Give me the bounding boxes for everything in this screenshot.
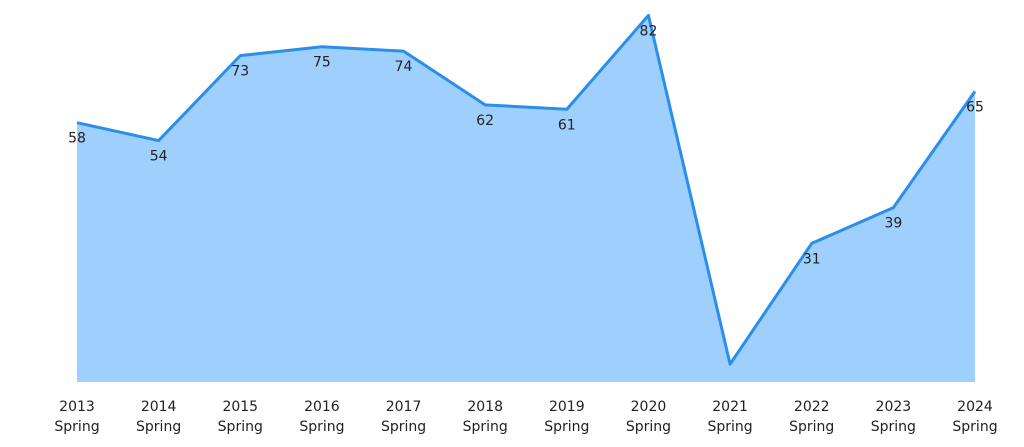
- x-tick-label: 2018: [467, 399, 503, 415]
- x-tick-label: 2017: [386, 399, 422, 415]
- x-tick-label: Spring: [381, 419, 426, 435]
- x-tick-label: Spring: [54, 419, 99, 435]
- x-tick-label: Spring: [136, 419, 181, 435]
- x-tick-label: 2014: [141, 399, 177, 415]
- data-label: 65: [966, 99, 984, 115]
- x-tick-label: Spring: [463, 419, 508, 435]
- data-label: 74: [395, 59, 413, 75]
- x-tick-label: Spring: [952, 419, 997, 435]
- x-tick-label: 2021: [712, 399, 748, 415]
- data-label: 58: [68, 131, 86, 147]
- x-tick-label: 2013: [59, 399, 95, 415]
- x-tick-label: Spring: [626, 419, 671, 435]
- data-label: 73: [231, 64, 249, 80]
- x-tick-label: 2016: [304, 399, 340, 415]
- data-label: 54: [150, 149, 168, 165]
- x-tick-label: 2024: [957, 399, 993, 415]
- x-tick-label: Spring: [871, 419, 916, 435]
- x-tick-label: Spring: [707, 419, 752, 435]
- data-label: 75: [313, 55, 331, 71]
- area-fill: [77, 15, 975, 382]
- x-tick-label: 2022: [794, 399, 830, 415]
- x-tick-label: 2019: [549, 399, 585, 415]
- x-tick-label: Spring: [299, 419, 344, 435]
- data-label: 31: [803, 251, 821, 267]
- x-tick-label: 2023: [876, 399, 912, 415]
- x-tick-label: Spring: [218, 419, 263, 435]
- data-label: 61: [558, 117, 576, 133]
- area-line: [76, 13, 977, 366]
- data-label: 62: [476, 113, 494, 129]
- data-label: 82: [640, 23, 658, 39]
- x-tick-label: 2015: [222, 399, 258, 415]
- data-label: 39: [884, 216, 902, 232]
- x-tick-label: Spring: [544, 419, 589, 435]
- x-tick-label: Spring: [789, 419, 834, 435]
- x-tick-label: 2020: [631, 399, 667, 415]
